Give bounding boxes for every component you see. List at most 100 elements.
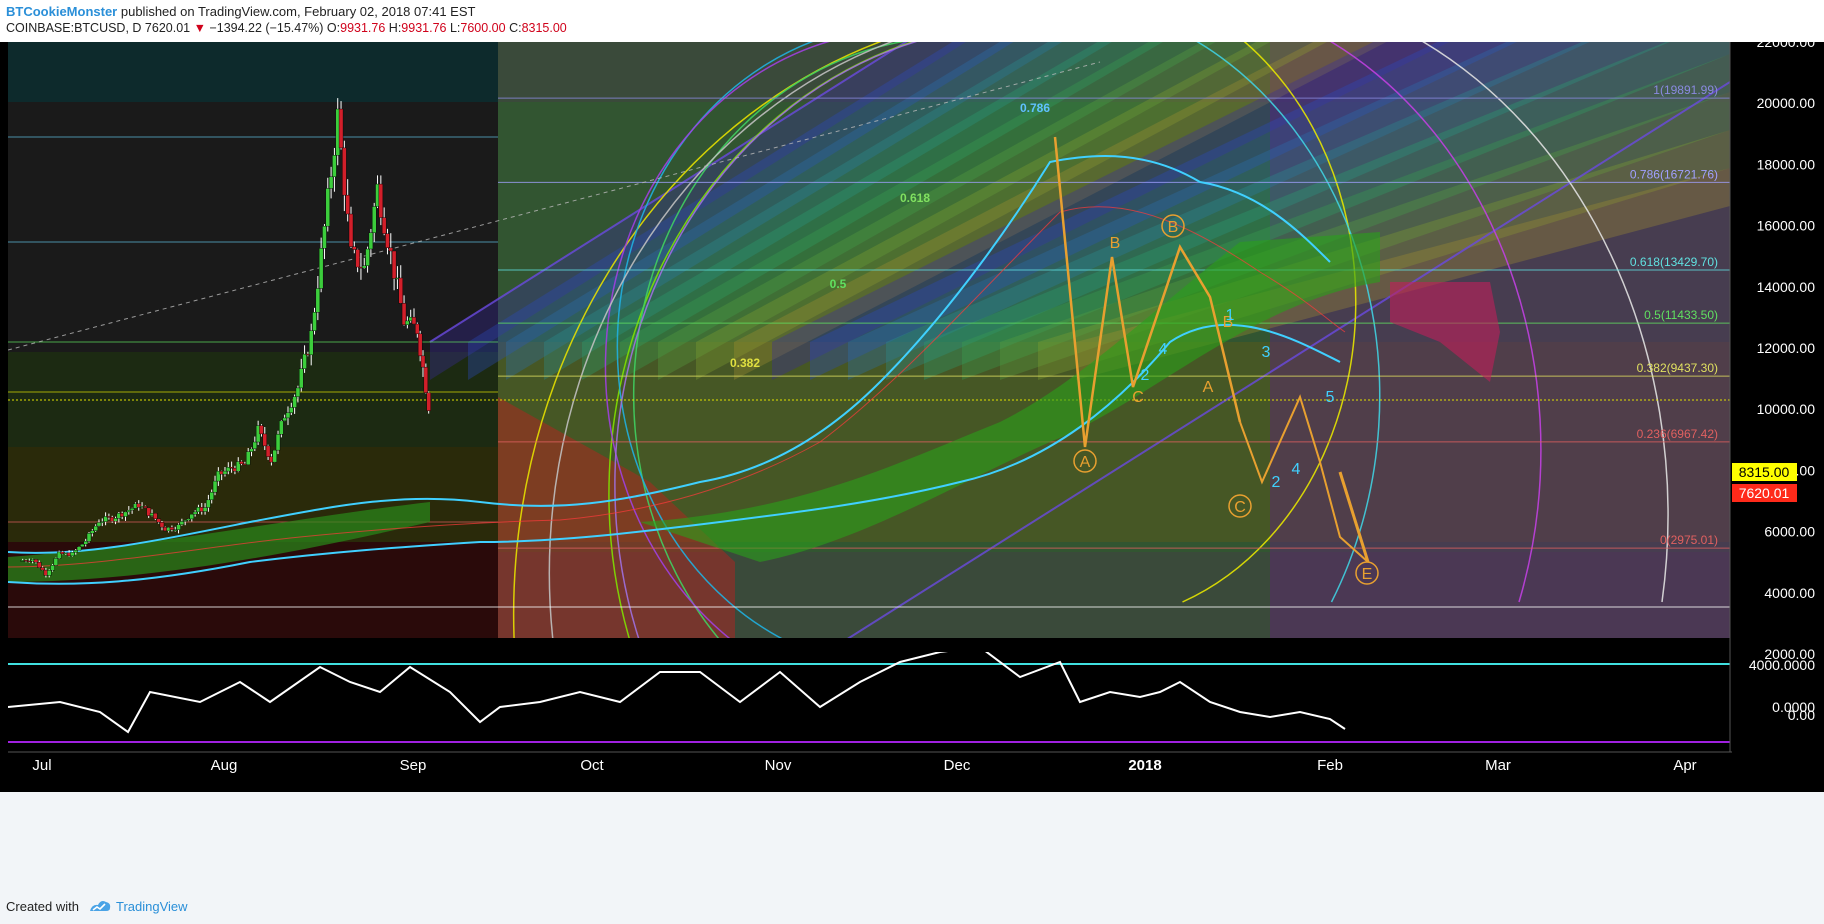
candle-body: [272, 449, 277, 463]
candle-body: [302, 353, 307, 369]
price-change: −1394.22 (−15.47%): [209, 21, 324, 35]
candle-body: [33, 559, 39, 563]
close-price-text: 8315.00: [1739, 464, 1790, 480]
price-chart[interactable]: 1(19891.99) 0.786(16721.76) 0.618(13429.70…: [0, 42, 1824, 889]
low-value: 7600.00: [460, 21, 506, 35]
candle-body: [93, 525, 98, 531]
fib-arc: [1421, 42, 1669, 603]
osc-tick-label: 0.0000: [1772, 699, 1815, 715]
fib-arc-label: 0.618: [900, 191, 930, 205]
candle-body: [368, 232, 374, 250]
candle-body: [173, 529, 178, 531]
candle-body: [285, 412, 291, 419]
candle-body: [262, 433, 267, 447]
wave-label: A: [1203, 379, 1214, 396]
below-chart: [0, 792, 1824, 889]
channel-band: [658, 42, 1271, 380]
channel-band: [430, 42, 966, 380]
y-tick-label: 2000.00: [1764, 646, 1815, 662]
candle-body: [239, 461, 244, 465]
candle-body: [83, 541, 88, 545]
candle-body: [182, 520, 188, 522]
candle-body: [80, 544, 85, 547]
wave-label: 3: [1262, 344, 1271, 361]
candle-body: [189, 513, 195, 520]
x-tick-label: Sep: [400, 757, 427, 774]
candle-body: [100, 521, 105, 523]
author-link[interactable]: BTCookieMonster: [6, 4, 118, 19]
y-tick-label: 22000.00: [1757, 42, 1816, 50]
fib-arc: [1329, 42, 1542, 603]
fib-arc: [1182, 42, 1357, 603]
wave-circle: [1161, 214, 1185, 238]
candle-body: [391, 250, 397, 279]
publish-line: BTCookieMonster published on TradingView…: [6, 4, 475, 19]
wave-label: B: [1223, 314, 1234, 331]
fib-level-label: 0.618(13429.70): [1630, 255, 1718, 269]
wave-circle: [1355, 561, 1379, 585]
wave-label: C: [1132, 389, 1144, 406]
band-upper: [8, 155, 1331, 554]
drawing-layer: 1(19891.99) 0.786(16721.76) 0.618(13429.70…: [8, 42, 1730, 638]
y-tick-label: 16000.00: [1757, 218, 1816, 234]
x-tick-label: Apr: [1673, 757, 1696, 774]
candle-body: [123, 511, 128, 517]
candle-body: [126, 509, 132, 513]
x-tick-label: Aug: [211, 757, 238, 774]
candle-body: [289, 407, 294, 413]
wave-label: 1: [1226, 307, 1235, 324]
candle-body: [222, 470, 228, 475]
candle-body: [312, 312, 317, 331]
x-tick-label: Jul: [32, 757, 51, 774]
wave-label: 2: [1141, 367, 1150, 384]
candle-body: [322, 225, 327, 249]
candle-body: [103, 516, 108, 522]
candle-body: [40, 567, 45, 571]
candle-body: [90, 530, 95, 534]
osc-tick-label: 4000.0000: [1749, 657, 1815, 673]
low-label: L:: [449, 21, 461, 35]
channel-band: [810, 42, 1517, 380]
candle-body: [378, 183, 384, 218]
candle-body: [282, 417, 287, 422]
osc-bg: [8, 652, 1730, 750]
fib-arc-label: 0.382: [730, 356, 760, 370]
close-value: 8315.00: [521, 21, 567, 35]
wave-label: B: [1168, 219, 1179, 236]
fib-arc: [616, 42, 814, 638]
channel-band: [848, 42, 1590, 380]
candle-body: [325, 188, 330, 227]
wave-circle: [1228, 494, 1252, 518]
candle-body: [249, 448, 254, 452]
candle-body: [96, 522, 102, 527]
ohlc-legend: COINBASE:BTCUSD, D 7620.01 ▼ −1394.22 (−…: [6, 21, 567, 35]
y-tick-label: 20000.00: [1757, 95, 1816, 111]
candle-body: [156, 518, 161, 523]
candle-body: [348, 213, 354, 247]
candle-body: [86, 533, 92, 542]
wave-label: 5: [1326, 389, 1335, 406]
high-value: 9931.76: [401, 21, 447, 35]
candle-body: [143, 506, 148, 509]
candle-body: [398, 277, 403, 304]
last-price-text: 7620.01: [1739, 485, 1790, 501]
candle-body: [37, 562, 42, 568]
tradingview-brand-link[interactable]: TradingView: [116, 899, 188, 914]
x-tick-label: Oct: [580, 757, 604, 774]
channel-band: [582, 42, 1163, 380]
candle-body: [47, 570, 52, 576]
candle-body: [342, 147, 347, 196]
candle-body: [381, 217, 387, 234]
candle-body: [423, 366, 429, 393]
candle-body: [245, 451, 251, 465]
cloud-red: [1390, 282, 1500, 382]
x-tick-label: Mar: [1485, 757, 1511, 774]
chart-header: BTCookieMonster published on TradingView…: [0, 0, 1824, 42]
wave-label: E: [1362, 566, 1373, 583]
last-price: 7620.01: [144, 21, 191, 35]
candle-body: [332, 155, 337, 178]
candle-body: [209, 492, 214, 501]
candle-body: [279, 420, 284, 435]
open-label: O:: [326, 21, 341, 35]
